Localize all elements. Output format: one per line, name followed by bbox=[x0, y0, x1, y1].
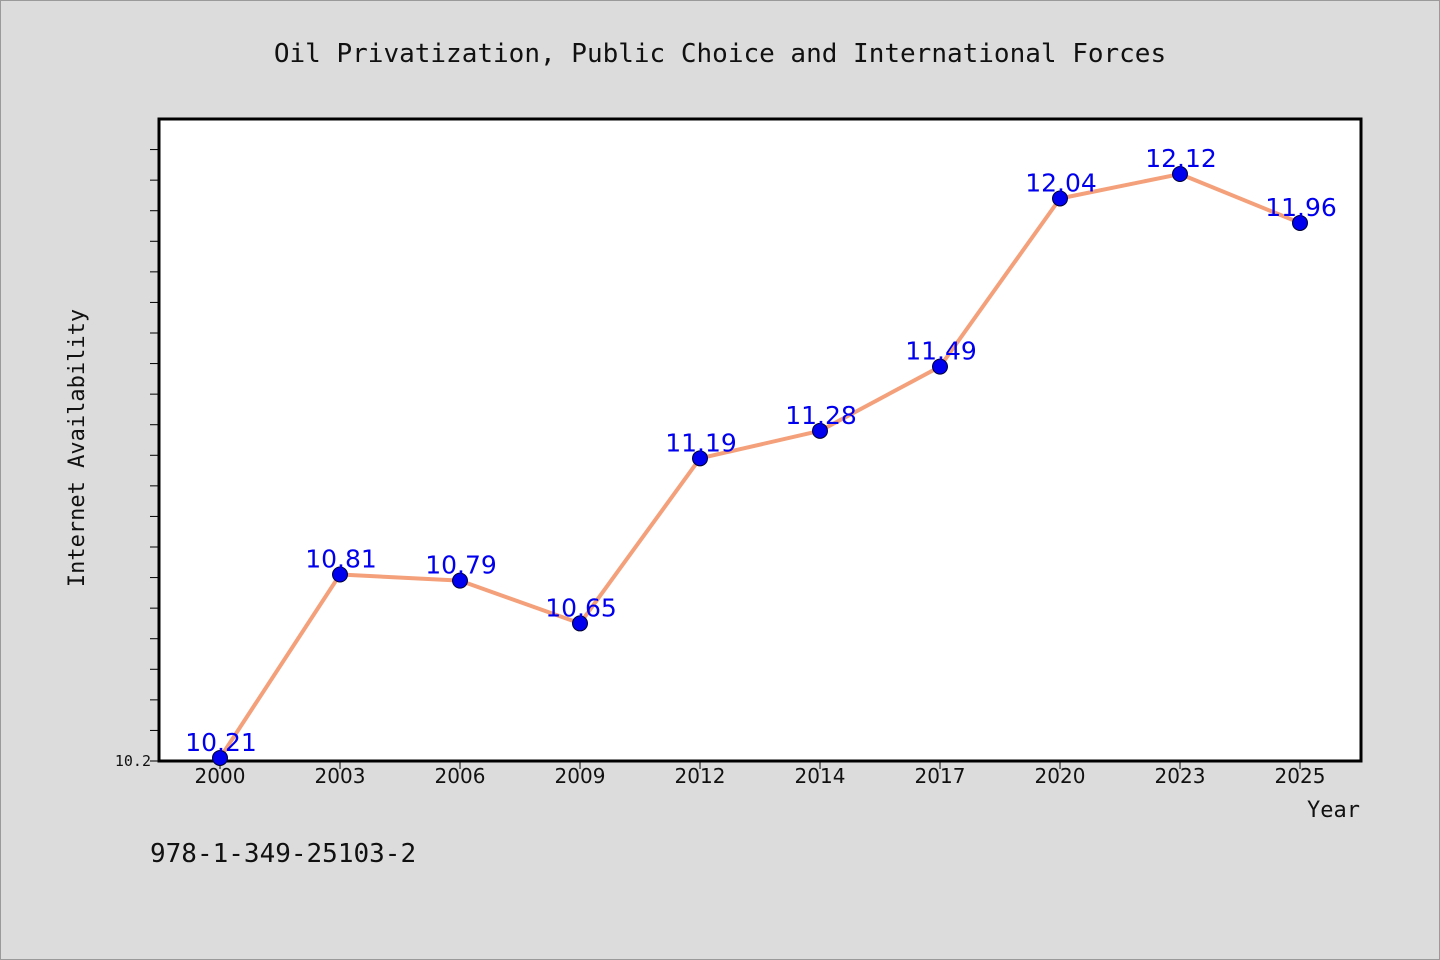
data-point bbox=[1052, 190, 1068, 207]
data-point bbox=[452, 572, 468, 589]
y-axis-label: Internet Availability bbox=[65, 309, 90, 587]
x-tick-label: 2023 bbox=[1155, 764, 1206, 788]
data-label: 12.04 bbox=[1025, 168, 1097, 197]
x-tick-label: 2014 bbox=[795, 764, 846, 788]
x-tick-label: 2012 bbox=[675, 764, 726, 788]
plot-area bbox=[157, 117, 1363, 763]
isbn-footer: 978-1-349-25103-2 bbox=[150, 839, 416, 869]
x-tick-label: 2017 bbox=[915, 764, 966, 788]
data-label: 11.28 bbox=[785, 401, 857, 430]
x-tick-label: 2006 bbox=[435, 764, 486, 788]
x-tick-label: 2020 bbox=[1035, 764, 1086, 788]
x-tick-label: 2003 bbox=[315, 764, 366, 788]
data-point bbox=[572, 615, 588, 632]
chart-title: Oil Privatization, Public Choice and Int… bbox=[274, 39, 1166, 69]
data-point bbox=[692, 450, 708, 467]
data-label: 12.12 bbox=[1145, 144, 1217, 173]
data-point bbox=[932, 358, 948, 375]
x-axis-label: Year bbox=[1307, 798, 1360, 823]
data-point bbox=[212, 749, 228, 766]
data-labels: 10.21 10.81 10.79 10.65 11.19 11.28 11.49 12.04… bbox=[185, 144, 1337, 757]
data-label: 10.79 bbox=[425, 551, 497, 580]
data-label: 11.96 bbox=[1265, 193, 1337, 222]
data-label: 10.65 bbox=[545, 593, 617, 622]
data-label: 11.49 bbox=[905, 337, 977, 366]
x-tick-label: 2000 bbox=[195, 764, 246, 788]
data-point bbox=[332, 566, 348, 583]
y-tick-label: 10.2 bbox=[115, 752, 151, 770]
data-label: 10.81 bbox=[305, 545, 377, 574]
x-tick-label: 2009 bbox=[555, 764, 606, 788]
series-internet-availability bbox=[212, 166, 1308, 766]
x-tick-label: 2025 bbox=[1275, 764, 1326, 788]
x-axis-ticks: 2000 2003 2006 2009 2012 2014 2017 2020 2023 2025 bbox=[195, 761, 1326, 788]
data-point bbox=[812, 422, 828, 439]
data-label: 10.21 bbox=[185, 728, 257, 757]
data-point bbox=[1172, 166, 1188, 183]
data-point bbox=[1292, 214, 1308, 231]
series-line bbox=[218, 172, 1301, 760]
y-axis-ticks: 10.2 bbox=[115, 149, 159, 770]
data-label: 11.19 bbox=[665, 428, 737, 457]
